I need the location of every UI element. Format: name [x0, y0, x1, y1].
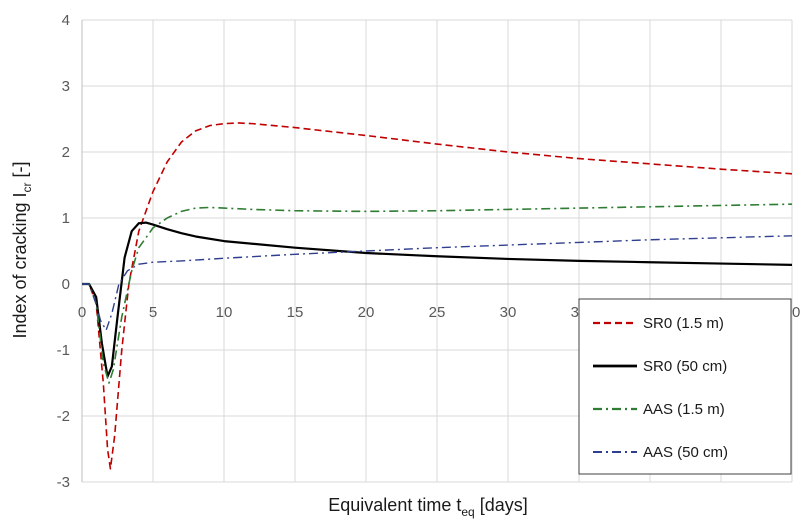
legend-items: SR0 (1.5 m) SR0 (50 cm) AAS (1.5 m) AAS (50…	[593, 315, 728, 461]
y-tick-label: -3	[57, 474, 70, 491]
legend-label: SR0 (1.5 m)	[643, 315, 724, 332]
x-tick-label: 15	[287, 304, 304, 321]
x-tick-label: 30	[500, 304, 517, 321]
x-axis-title: Equivalent time teq [days]	[328, 495, 527, 519]
x-tick-label: 0	[78, 304, 86, 321]
series-lines	[82, 122, 793, 470]
x-tick-label: 5	[149, 304, 157, 321]
x-tick-label: 20	[358, 304, 375, 321]
y-tick-label: 2	[62, 144, 70, 161]
legend-label: AAS (50 cm)	[643, 444, 728, 461]
series-line	[82, 122, 793, 470]
y-axis-title-sub: cr	[20, 182, 34, 192]
series-line	[82, 203, 793, 384]
series-line	[82, 221, 793, 378]
y-tick-label: 3	[62, 78, 70, 95]
x-axis-title-main: Equivalent time t	[328, 495, 461, 515]
legend: SR0 (1.5 m) SR0 (50 cm) AAS (1.5 m) AAS (50…	[578, 298, 792, 475]
x-tick-label: 25	[429, 304, 446, 321]
legend-box	[578, 298, 792, 475]
axes	[81, 20, 792, 482]
legend-label: AAS (1.5 m)	[643, 401, 725, 418]
y-axis-title-rest: [-]	[10, 161, 30, 182]
x-tick-label: 10	[216, 304, 233, 321]
x-axis-title-rest: [days]	[475, 495, 528, 515]
y-tick-label: -1	[57, 342, 70, 359]
y-tick-label: 1	[62, 210, 70, 227]
legend-label: SR0 (50 cm)	[643, 358, 727, 375]
y-axis-title-main: Index of cracking I	[10, 192, 30, 338]
y-tick-label: 0	[62, 276, 70, 293]
y-axis-title: Index of cracking Icr [-]	[10, 161, 34, 338]
y-tick-label: -2	[57, 408, 70, 425]
x-axis-title-sub: eq	[461, 505, 474, 519]
y-tick-label: 4	[62, 12, 70, 29]
